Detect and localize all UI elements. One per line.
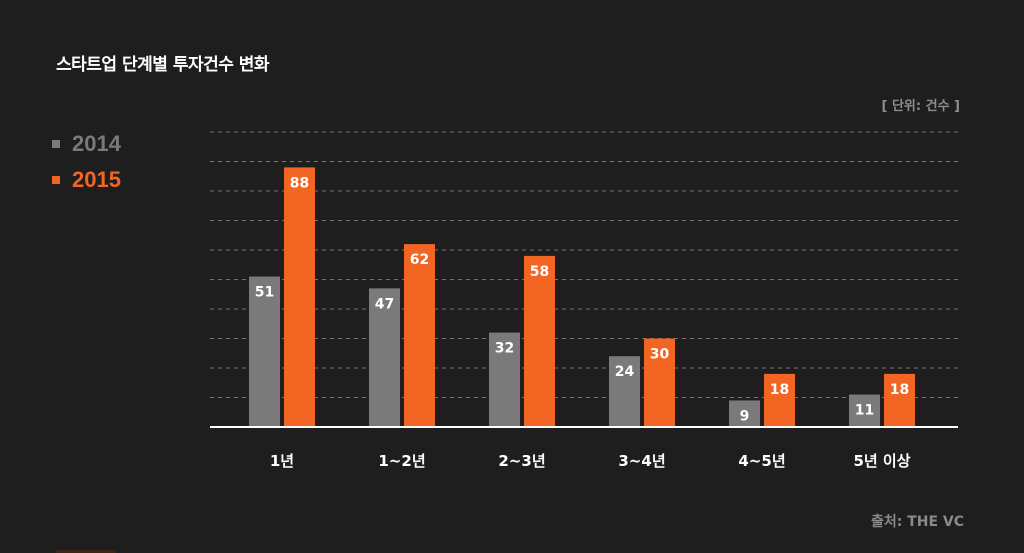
data-label: 9 [740, 408, 750, 424]
data-label: 11 [855, 403, 874, 419]
legend-swatch-2014 [52, 140, 60, 148]
unit-label: [ 단위: 건수 ] [881, 99, 961, 114]
bar-2014-0 [249, 276, 280, 427]
x-tick-label: 4~5년 [738, 452, 785, 470]
bar-2014-4 [729, 400, 760, 427]
chart-title: 스타트업 단계별 투자건수 변화 [56, 55, 270, 75]
bar-2014-1 [369, 288, 400, 427]
legend-label-2014: 2014 [72, 131, 121, 156]
legend-label-2015: 2015 [72, 167, 121, 192]
data-label: 32 [495, 341, 514, 357]
legend-item-2014: 2014 [52, 126, 121, 162]
data-label: 62 [410, 252, 429, 268]
bar-2015-2 [524, 255, 555, 427]
x-tick-label: 1년 [270, 452, 294, 470]
bar-2014-5 [849, 394, 880, 427]
legend: 2014 2015 [52, 126, 121, 198]
bar-2015-4 [764, 373, 795, 427]
data-label: 47 [375, 296, 394, 312]
data-label: 18 [770, 382, 789, 398]
legend-swatch-2015 [52, 176, 60, 184]
bar-2015-0 [284, 167, 315, 427]
source-label: 출처: THE VC [870, 514, 964, 530]
x-tick-label: 3~4년 [618, 452, 665, 470]
x-tick-label: 2~3년 [498, 452, 545, 470]
data-label: 24 [615, 364, 635, 380]
bar-2015-3 [644, 338, 675, 427]
bar-2014-3 [609, 356, 640, 427]
data-label: 88 [290, 175, 309, 191]
data-label: 58 [530, 264, 549, 280]
bar-2015-5 [884, 373, 915, 427]
data-label: 18 [890, 382, 909, 398]
data-label: 30 [650, 347, 670, 363]
x-tick-label: 1~2년 [378, 452, 425, 470]
data-label: 51 [255, 285, 274, 301]
bar-2015-1 [404, 244, 435, 427]
bottom-accent-bar [56, 550, 116, 553]
legend-item-2015: 2015 [52, 162, 121, 198]
bar-2014-2 [489, 332, 520, 427]
x-tick-label: 5년 이상 [853, 452, 910, 470]
